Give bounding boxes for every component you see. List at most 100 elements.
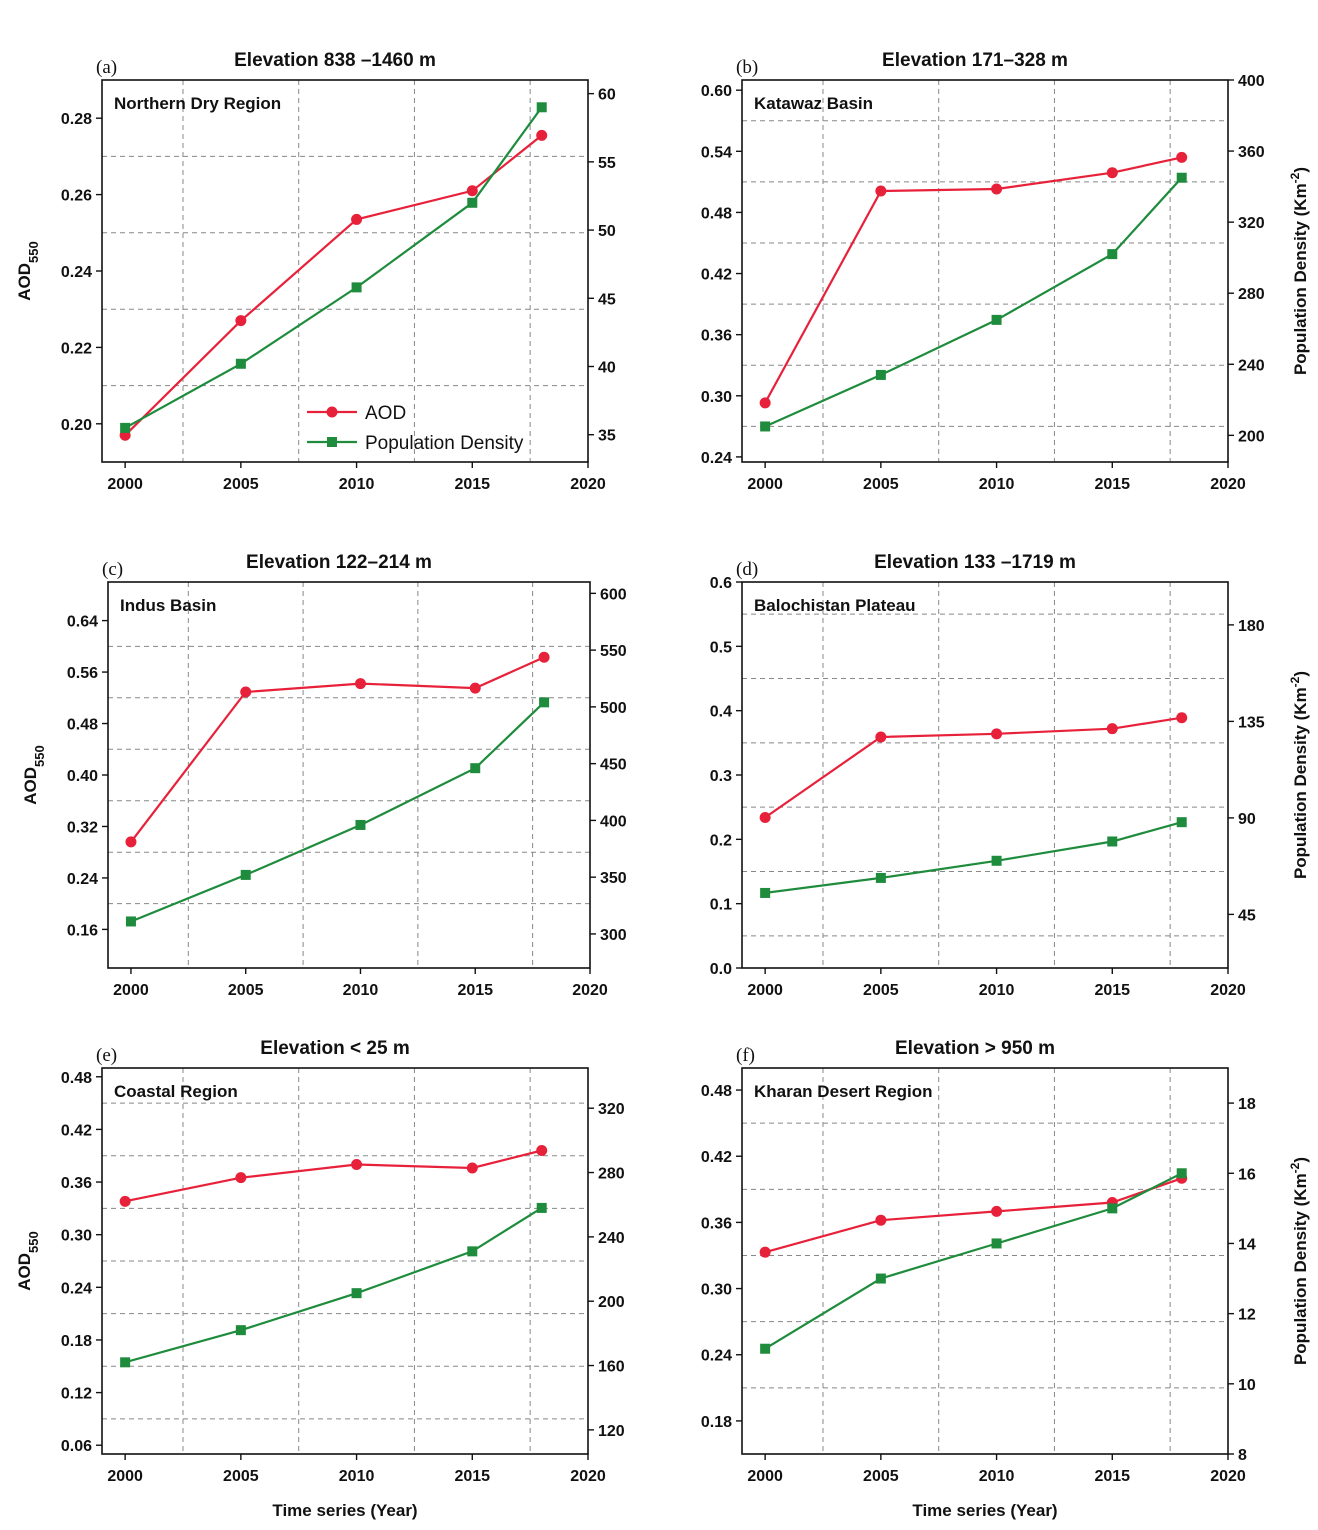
y2-tick-label: 50 xyxy=(598,223,616,240)
region-label: Indus Basin xyxy=(120,596,216,615)
y2-tick-label: 450 xyxy=(600,757,627,774)
y-tick-label: 0.48 xyxy=(67,717,98,734)
aod-point xyxy=(538,651,550,663)
panel-label: (e) xyxy=(96,1045,117,1066)
x-tick-label: 2020 xyxy=(570,476,606,493)
y-tick-label: 0.32 xyxy=(67,819,98,836)
panel-label: (b) xyxy=(736,57,758,78)
population-point xyxy=(235,1325,246,1336)
population-line xyxy=(130,701,545,923)
population-point xyxy=(1107,249,1118,260)
aod-point xyxy=(875,731,887,743)
x-tick-label: 2005 xyxy=(223,1468,259,1485)
aod-line xyxy=(764,156,1182,404)
aod-point xyxy=(235,315,247,327)
population-line xyxy=(124,106,543,429)
chart-panel: 2000 2005 2010 2015 2020 0.20 0.22 0.24 0.26 0.28… xyxy=(15,50,616,493)
panel-label: (d) xyxy=(736,559,758,580)
population-point xyxy=(467,1246,478,1257)
y-tick-label: 0.3 xyxy=(710,768,732,785)
y2-tick-label: 280 xyxy=(598,1166,625,1183)
population-point xyxy=(760,421,771,432)
y-tick-label: 0.16 xyxy=(67,922,98,939)
y-axis-title: AOD550 xyxy=(15,241,41,300)
legend-aod-label: AOD xyxy=(365,403,406,424)
aod-line xyxy=(124,134,543,437)
aod-point xyxy=(1106,167,1118,179)
plot-frame xyxy=(741,79,1229,463)
y2-tick-label: 135 xyxy=(1238,714,1265,731)
y-tick-label: 0.24 xyxy=(61,264,92,281)
y2-tick-label: 180 xyxy=(1238,618,1265,635)
y2-axis-title: Population Density (Km-2) xyxy=(1288,1157,1310,1365)
x-tick-label: 2015 xyxy=(1094,1468,1130,1485)
x-tick-label: 2020 xyxy=(1210,982,1246,999)
population-point xyxy=(1107,836,1118,847)
y-tick-label: 0.4 xyxy=(710,704,732,721)
y2-tick-label: 500 xyxy=(600,700,627,717)
x-tick-label: 2020 xyxy=(1210,476,1246,493)
y-tick-label: 0.42 xyxy=(701,1149,732,1166)
y-tick-label: 0.18 xyxy=(701,1414,732,1431)
x-tick-label: 2010 xyxy=(979,476,1015,493)
y-tick-label: 0.20 xyxy=(61,417,92,434)
population-point xyxy=(760,887,771,898)
aod-point xyxy=(119,1195,131,1207)
x-tick-label: 2005 xyxy=(223,476,259,493)
x-tick-label: 2010 xyxy=(979,1468,1015,1485)
plot-frame xyxy=(107,581,591,969)
panel-label: (a) xyxy=(96,57,117,78)
y-tick-label: 0.28 xyxy=(61,111,92,128)
region-label: Northern Dry Region xyxy=(114,94,281,113)
population-point xyxy=(875,369,886,380)
x-tick-label: 2000 xyxy=(107,476,143,493)
aod-point xyxy=(125,836,137,848)
y2-tick-label: 55 xyxy=(598,155,616,172)
y2-tick-label: 240 xyxy=(598,1230,625,1247)
aod-point xyxy=(351,213,363,225)
population-line xyxy=(124,1206,543,1364)
y2-tick-label: 45 xyxy=(1238,907,1256,924)
y2-tick-label: 550 xyxy=(600,643,627,660)
y2-tick-label: 600 xyxy=(600,586,627,603)
y2-tick-label: 120 xyxy=(598,1423,625,1440)
aod-point xyxy=(1176,151,1188,163)
x-tick-label: 2015 xyxy=(454,1468,490,1485)
plot-frame xyxy=(741,1067,1229,1455)
x-tick-label: 2000 xyxy=(747,1468,783,1485)
aod-point xyxy=(991,183,1003,195)
y2-tick-label: 280 xyxy=(1238,286,1265,303)
aod-point xyxy=(1106,723,1118,735)
chart-panel: 2000 2005 2010 2015 2020 0.18 0.24 0.30 0.36 0.42… xyxy=(701,1038,1310,1520)
population-line xyxy=(764,821,1182,894)
y-tick-label: 0.36 xyxy=(701,328,732,345)
legend-population-marker xyxy=(327,437,337,447)
region-label: Coastal Region xyxy=(114,1082,238,1101)
y-tick-label: 0.42 xyxy=(701,267,732,284)
y2-tick-label: 350 xyxy=(600,870,627,887)
x-tick-label: 2010 xyxy=(339,1468,375,1485)
x-tick-label: 2000 xyxy=(113,982,149,999)
y-tick-label: 0.6 xyxy=(710,575,732,592)
y2-tick-label: 60 xyxy=(598,87,616,104)
y-tick-label: 0.12 xyxy=(61,1386,92,1403)
aod-point xyxy=(536,1144,548,1156)
y-tick-label: 0.24 xyxy=(701,450,732,467)
population-point xyxy=(470,763,481,774)
legend-population-label: Population Density xyxy=(365,433,524,454)
chart-panel: 2000 2005 2010 2015 2020 0.16 0.24 0.32 0.40 0.48… xyxy=(21,552,627,999)
y-tick-label: 0.5 xyxy=(710,639,732,656)
panel-label: (f) xyxy=(736,1045,755,1066)
y2-tick-label: 10 xyxy=(1238,1377,1256,1394)
y-tick-label: 0.1 xyxy=(710,897,732,914)
population-point xyxy=(760,1343,771,1354)
chart-title: Elevation 122–214 m xyxy=(246,552,432,573)
x-tick-label: 2020 xyxy=(1210,1468,1246,1485)
x-tick-label: 2020 xyxy=(572,982,608,999)
y-axis-title: AOD550 xyxy=(15,1231,41,1290)
x-tick-label: 2000 xyxy=(747,476,783,493)
x-tick-label: 2010 xyxy=(343,982,379,999)
aod-point xyxy=(1176,712,1188,724)
x-tick-label: 2005 xyxy=(863,1468,899,1485)
